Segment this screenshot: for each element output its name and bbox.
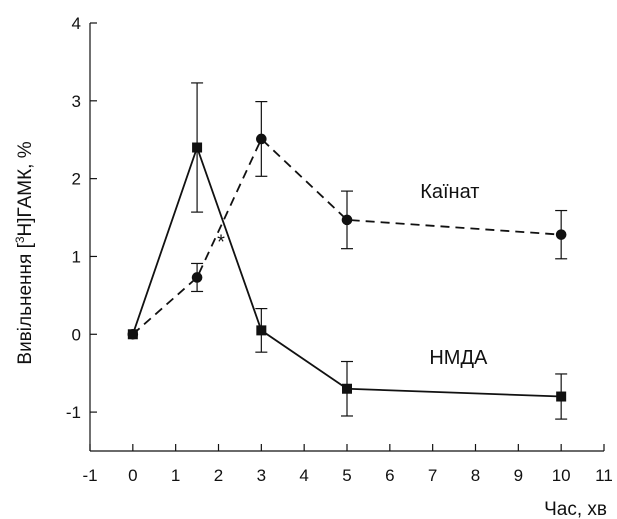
significance-marker: * xyxy=(217,232,225,254)
data-point-circle xyxy=(256,133,267,145)
y-tick-label: -1 xyxy=(66,403,81,422)
x-tick-label: 2 xyxy=(214,466,223,485)
x-tick-label: 8 xyxy=(471,466,480,485)
annotation-layer: * xyxy=(217,232,225,254)
x-tick-label: 6 xyxy=(385,466,394,485)
data-point-square xyxy=(342,383,352,394)
y-tick-label: 0 xyxy=(72,325,81,344)
series-label-item: НМДА xyxy=(429,347,488,369)
data-point-circle xyxy=(191,272,203,283)
x-tick-label: 7 xyxy=(428,466,437,485)
series-item: НМДА xyxy=(127,82,568,420)
data-point-square xyxy=(192,142,203,153)
data-point-circle xyxy=(341,214,353,226)
y-tick-label: 4 xyxy=(72,14,81,33)
series-item: Каїнат xyxy=(127,100,568,340)
x-tick-label: -1 xyxy=(82,466,97,485)
data-point-square xyxy=(127,329,138,340)
y-tick-label: 2 xyxy=(72,170,81,189)
series-label-item: Каїнат xyxy=(420,181,479,203)
x-axis-title: Час, хв xyxy=(544,499,607,519)
x-tick-label: 10 xyxy=(552,466,571,485)
series-line-item xyxy=(132,137,562,335)
y-axis-title: Вивільнення [3H]ГАМК, % xyxy=(13,141,36,364)
x-tick-label: 5 xyxy=(342,466,351,485)
data-point-square xyxy=(556,391,567,402)
y-axis-title-prefix: Вивільнення [ xyxy=(15,242,36,364)
x-tick-label: 0 xyxy=(128,466,137,485)
x-tick-label: 11 xyxy=(595,466,613,485)
y-tick-label: 3 xyxy=(72,92,81,111)
x-tick-label: 4 xyxy=(299,466,308,485)
y-axis-title-superscript: 3 xyxy=(13,236,27,243)
y-tick-label: 1 xyxy=(72,247,81,266)
data-point-circle xyxy=(555,229,567,240)
axes: -1 0 1 2 3 4 5 6 7 8 9 10 11 -1 0 1 2 3 4 Час, хв Вивільненн… xyxy=(13,14,613,519)
data-point-square xyxy=(256,325,267,336)
x-tick-label: 3 xyxy=(257,466,266,485)
x-tick-label: 1 xyxy=(171,466,180,485)
series-layer: Каїнат НМДА xyxy=(127,82,568,420)
y-axis-title-suffix: H]ГАМК, % xyxy=(15,141,36,236)
x-tick-label: 9 xyxy=(514,466,523,485)
